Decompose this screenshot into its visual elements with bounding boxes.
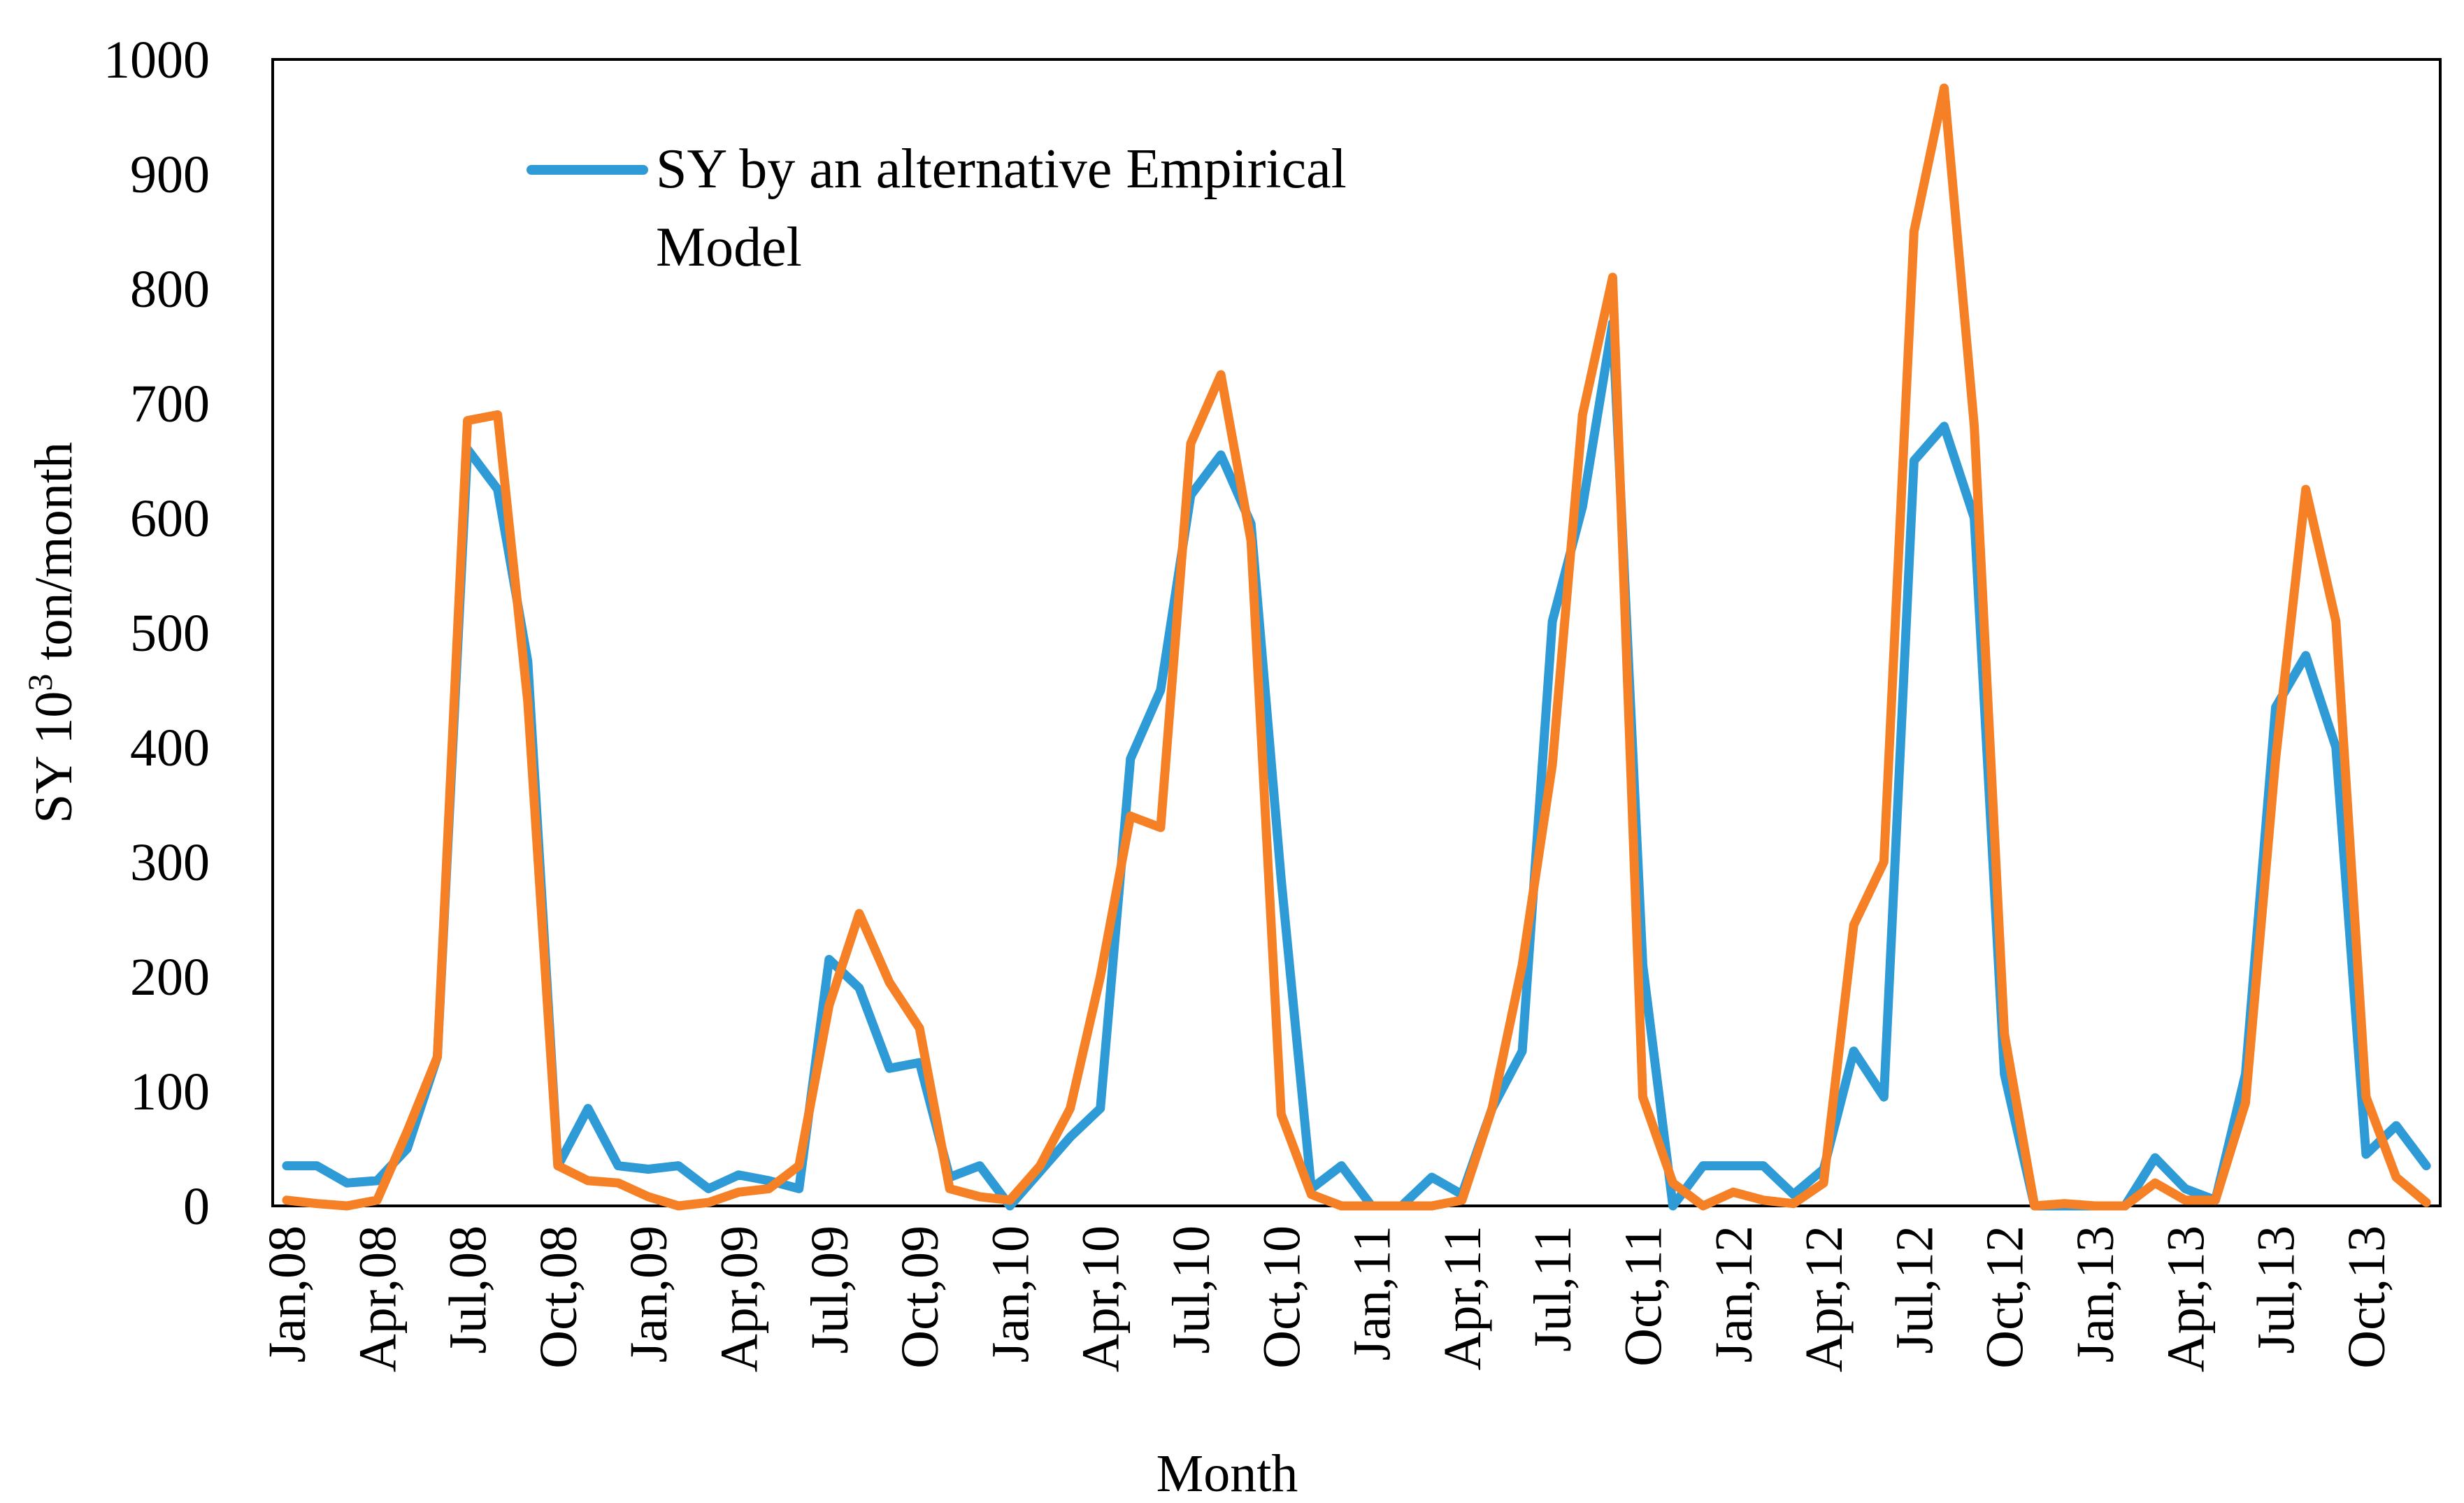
x-tick-label: Jul,10 xyxy=(1162,1225,1221,1354)
legend-label-line-2: Model xyxy=(656,217,802,278)
x-tick-label: Oct,08 xyxy=(529,1225,588,1369)
y-tick-label: 1000 xyxy=(103,31,210,89)
x-tick-label: Apr,12 xyxy=(1795,1225,1854,1372)
x-tick-label: Apr,10 xyxy=(1072,1225,1131,1372)
y-tick-label: 700 xyxy=(130,375,210,433)
y-tick-label: 100 xyxy=(130,1063,210,1121)
x-tick-label: Jan,11 xyxy=(1343,1225,1402,1361)
x-tick-label: Jan,10 xyxy=(981,1225,1040,1362)
y-axis-title-superscript: 3 xyxy=(20,674,59,691)
x-tick-label: Oct,09 xyxy=(891,1225,950,1369)
x-tick-label: Apr,09 xyxy=(710,1225,769,1372)
y-axis-ticks: 0 100 200 300 400 500 600 700 800 900 1000 xyxy=(103,31,210,1236)
y-tick-label: 800 xyxy=(130,260,210,319)
x-axis-ticks: Jan,08 Apr,08 Jul,08 Oct,08 Jan,09 Apr,09 Jul,… xyxy=(258,1225,2396,1372)
y-tick-label: 400 xyxy=(130,719,210,777)
x-tick-label: Apr,08 xyxy=(348,1225,407,1372)
y-axis-title-rest: ton/month xyxy=(24,442,83,673)
x-tick-label: Jan,09 xyxy=(619,1225,678,1362)
y-tick-label: 500 xyxy=(130,604,210,663)
x-tick-label: Apr,11 xyxy=(1433,1225,1492,1370)
x-tick-label: Jan,12 xyxy=(1705,1225,1763,1362)
x-tick-label: Jan,13 xyxy=(2066,1225,2125,1362)
series-line-2 xyxy=(282,83,2431,1211)
series-layer xyxy=(282,83,2431,1211)
y-tick-label: 300 xyxy=(130,833,210,892)
y-tick-label: 900 xyxy=(130,145,210,204)
x-tick-label: Jul,09 xyxy=(801,1225,859,1354)
x-tick-label: Oct,11 xyxy=(1614,1225,1673,1367)
y-tick-label: 600 xyxy=(130,489,210,548)
x-tick-label: Jul,13 xyxy=(2247,1225,2306,1354)
legend: SY by an alternative Empirical Model xyxy=(527,138,1347,278)
plot-area xyxy=(271,58,2442,1207)
x-tick-label: Jan,08 xyxy=(258,1225,317,1362)
x-axis-title: Month xyxy=(1156,1444,1298,1503)
y-axis-title-base: SY 10 xyxy=(24,691,83,824)
x-tick-label: Jul,11 xyxy=(1524,1225,1582,1352)
legend-label-line-1: SY by an alternative Empirical xyxy=(656,138,1347,200)
x-tick-label: Oct,10 xyxy=(1252,1225,1311,1369)
y-tick-label: 0 xyxy=(183,1177,210,1236)
y-tick-label: 200 xyxy=(130,948,210,1007)
x-tick-label: Jul,08 xyxy=(439,1225,498,1354)
x-tick-label: Oct,13 xyxy=(2337,1225,2396,1369)
x-tick-label: Oct,12 xyxy=(1976,1225,2035,1369)
x-tick-label: Jul,12 xyxy=(1885,1225,1944,1354)
x-tick-label: Apr,13 xyxy=(2156,1225,2215,1372)
y-axis-title: SY 103 ton/month xyxy=(20,442,83,824)
